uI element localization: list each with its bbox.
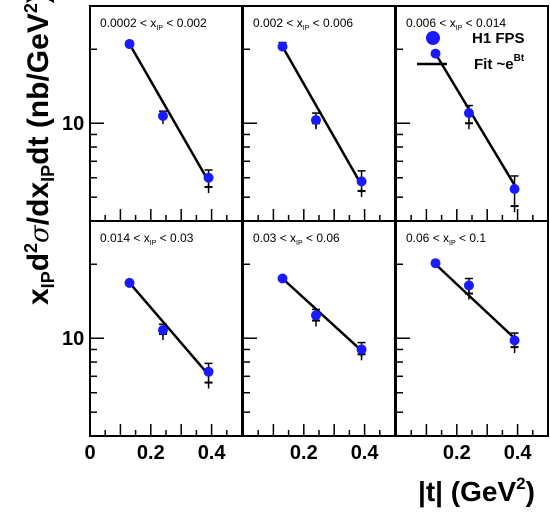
data-point	[157, 111, 168, 122]
data-point	[203, 366, 214, 377]
panel: 0.002 < xIP < 0.006	[242, 5, 396, 222]
data-point	[463, 280, 474, 291]
x-tick-label: 0	[84, 442, 95, 464]
x-tick-label: 0.4	[198, 442, 227, 464]
fit-line	[281, 277, 363, 352]
y-tick-label: 10	[62, 113, 84, 135]
data-point	[124, 39, 135, 50]
panel: 0.0002 < xIP < 0.002	[89, 5, 243, 222]
legend-marker	[426, 31, 440, 45]
data-point	[356, 344, 367, 355]
panel: 0.06 < xIP < 0.1	[395, 220, 549, 437]
y-axis-label: xIPd2σ/dxIPdt (nb/GeV2)	[21, 0, 58, 305]
x-tick-label: 0.4	[504, 442, 533, 464]
data-point	[310, 115, 321, 126]
legend-label-fit: Fit ~eBt	[474, 53, 525, 73]
panel: 0.014 < xIP < 0.03	[89, 220, 243, 437]
data-point	[124, 277, 135, 288]
panel-frame	[395, 220, 549, 437]
x-tick-label: 0.2	[443, 442, 471, 464]
data-point	[310, 310, 321, 321]
panel: 0.006 < xIP < 0.014	[395, 5, 549, 222]
axes-layer: 10 10 0 0.2 0.4 0.2 0.4 0.2 0.4	[62, 113, 532, 464]
panel-title: 0.002 < xIP < 0.006	[253, 16, 353, 32]
legend-label-h1fps: H1 FPS	[472, 30, 525, 47]
data-point	[157, 325, 168, 336]
fit-line	[281, 46, 363, 186]
x-axis-label: |t| (GeV2)	[418, 474, 535, 507]
fit-line	[434, 52, 516, 186]
panel: 0.03 < xIP < 0.06	[242, 220, 396, 437]
legend: H1 FPS Fit ~eBt	[417, 30, 525, 73]
data-point	[463, 108, 474, 119]
x-tick-label: 0.2	[137, 442, 165, 464]
data-point	[509, 335, 520, 346]
panel-title: 0.014 < xIP < 0.03	[100, 231, 194, 247]
y-tick-label: 10	[62, 328, 84, 350]
fit-line	[434, 263, 516, 340]
panel-title: 0.06 < xIP < 0.1	[406, 231, 486, 247]
data-point	[509, 183, 520, 194]
data-point	[430, 48, 441, 59]
x-tick-label: 0.4	[351, 442, 380, 464]
data-point	[430, 258, 441, 269]
fit-line	[128, 282, 210, 376]
panels-layer: 0.0002 < xIP < 0.002 0.002 < xIP < 0.006 0…	[89, 5, 549, 437]
fit-line	[128, 43, 210, 182]
panel-title: 0.0002 < xIP < 0.002	[100, 16, 207, 32]
data-point	[203, 172, 214, 183]
data-point	[277, 41, 288, 52]
panel-title: 0.03 < xIP < 0.06	[253, 231, 340, 247]
panel-frame	[242, 220, 396, 437]
x-tick-label: 0.2	[290, 442, 318, 464]
data-point	[277, 273, 288, 284]
panel-title: 0.006 < xIP < 0.014	[406, 16, 506, 32]
data-point	[356, 176, 367, 187]
